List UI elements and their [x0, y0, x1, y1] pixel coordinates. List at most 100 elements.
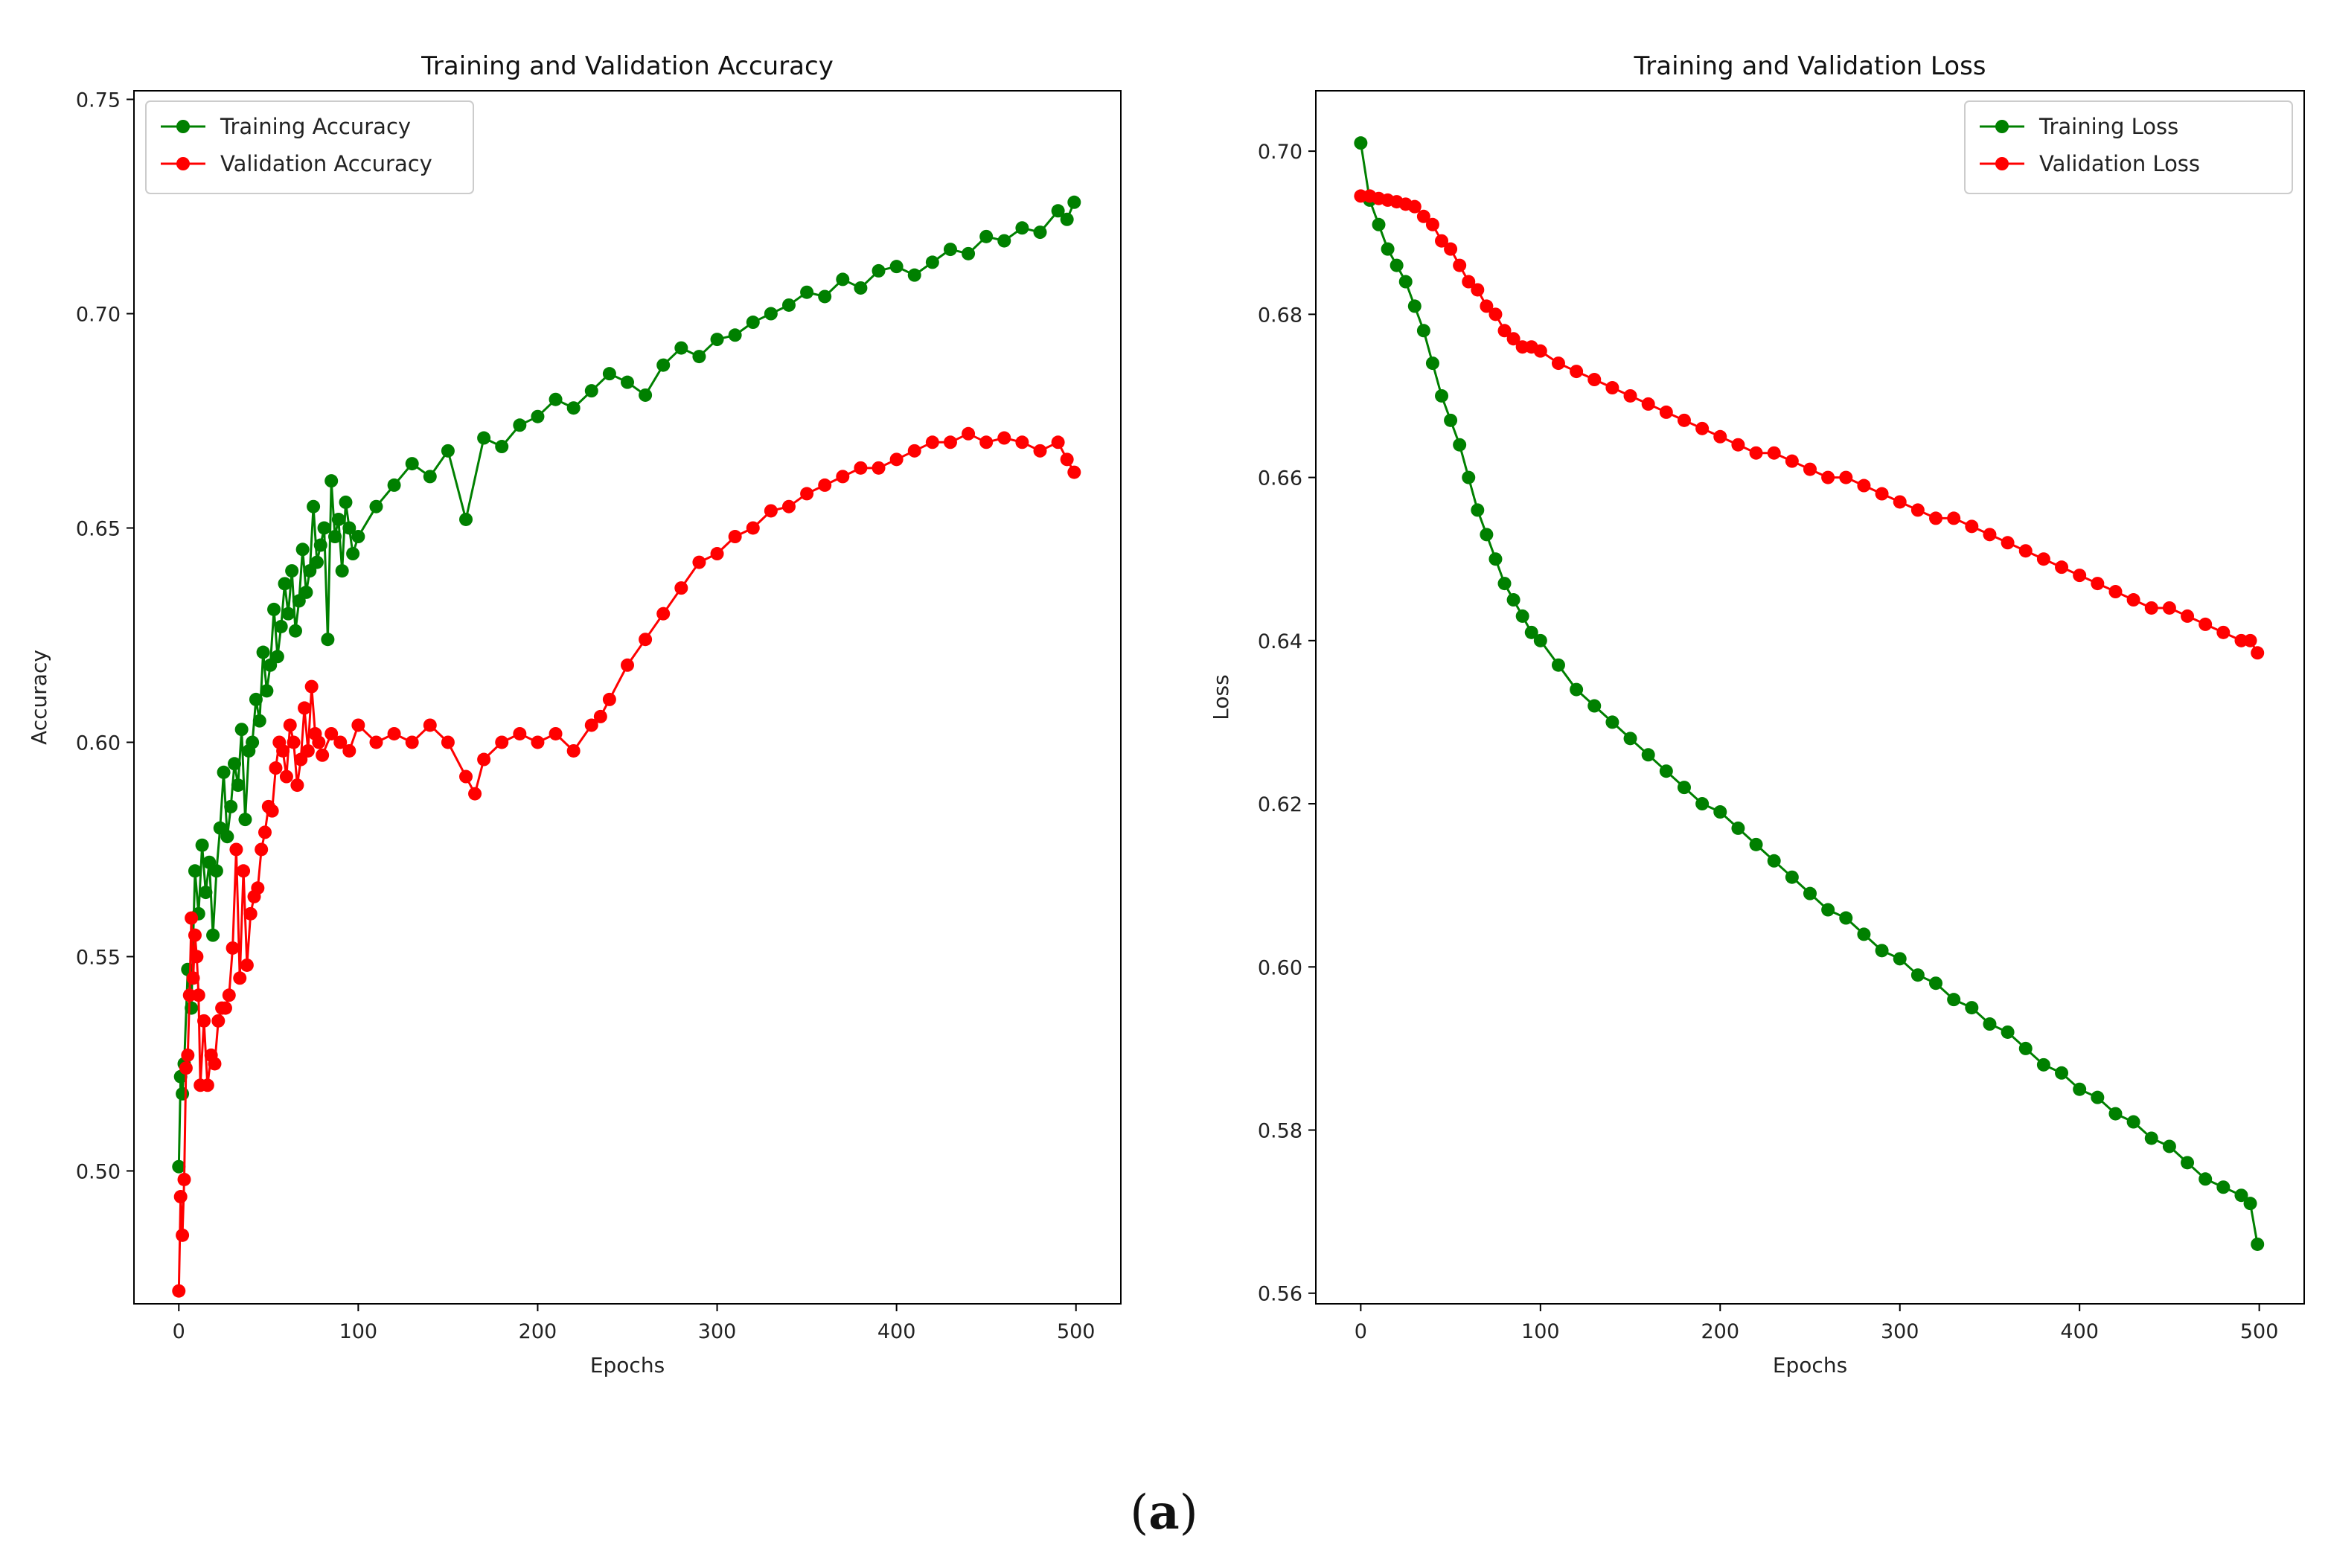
validation-accuracy-point — [333, 735, 348, 749]
validation-loss-point — [1929, 511, 1943, 525]
validation-loss-point — [2001, 536, 2015, 550]
training-loss-point — [1462, 470, 1476, 484]
training-accuracy-point — [188, 864, 202, 878]
training-loss-point — [1471, 503, 1485, 517]
x-tick-label: 200 — [1701, 1320, 1739, 1343]
validation-accuracy-point — [764, 504, 778, 518]
training-accuracy-point — [335, 564, 349, 578]
training-loss-point — [1641, 748, 1655, 762]
validation-accuracy-point — [513, 726, 527, 740]
training-accuracy-point — [324, 474, 339, 488]
validation-accuracy-point — [191, 988, 205, 1002]
training-accuracy-point — [1015, 221, 1029, 235]
training-accuracy-point — [299, 585, 313, 599]
training-loss-point — [2001, 1025, 2015, 1039]
training-accuracy-point — [800, 285, 814, 299]
validation-accuracy-point — [269, 761, 283, 775]
validation-accuracy-point — [854, 461, 868, 475]
training-accuracy-point — [199, 886, 213, 900]
validation-loss-point — [1570, 365, 1584, 379]
training-accuracy-point — [274, 619, 288, 633]
validation-accuracy-point — [495, 735, 509, 749]
training-accuracy-point — [346, 547, 360, 561]
training-accuracy-point — [228, 757, 242, 771]
validation-loss-point — [2036, 552, 2050, 566]
training-accuracy-point — [997, 234, 1011, 248]
validation-accuracy-point — [1067, 465, 1081, 479]
validation-loss-point — [1839, 470, 1853, 484]
validation-accuracy-point — [258, 825, 272, 839]
training-loss-point — [1821, 903, 1835, 917]
x-tick-label: 500 — [2240, 1320, 2279, 1343]
training-accuracy-point — [331, 512, 345, 526]
x-tick-label: 400 — [2060, 1320, 2099, 1343]
training-accuracy-point — [267, 602, 281, 616]
validation-loss-point — [1893, 495, 1907, 509]
validation-accuracy-point — [549, 726, 563, 740]
validation-accuracy-legend-label: Validation Accuracy — [220, 151, 432, 176]
validation-loss-point — [2162, 601, 2176, 615]
validation-accuracy-point — [997, 431, 1011, 445]
y-tick-label: 0.58 — [1258, 1120, 1302, 1143]
validation-accuracy-point — [283, 718, 297, 732]
validation-accuracy-point — [176, 1228, 190, 1242]
validation-loss-legend-marker — [1995, 157, 2009, 170]
validation-loss-point — [1641, 397, 1655, 411]
validation-accuracy-point — [781, 499, 796, 513]
training-loss-point — [1767, 854, 1781, 868]
training-loss-point — [1947, 993, 1961, 1007]
training-accuracy-point — [907, 268, 921, 282]
validation-loss-point — [1695, 421, 1710, 435]
training-loss-point — [1533, 633, 1547, 647]
training-loss-point — [1749, 837, 1763, 851]
validation-accuracy-point — [316, 748, 330, 762]
training-loss-point — [1506, 593, 1520, 607]
validation-accuracy-point — [566, 743, 581, 758]
training-loss-point — [1677, 781, 1691, 795]
validation-accuracy-point — [301, 743, 315, 758]
validation-accuracy-point — [229, 842, 243, 857]
training-loss-point — [2036, 1057, 2050, 1072]
validation-accuracy-point — [423, 718, 437, 732]
training-accuracy-point — [477, 431, 491, 445]
validation-accuracy-point — [173, 1190, 188, 1204]
validation-accuracy-point — [800, 487, 814, 501]
training-loss-point — [1435, 388, 1449, 403]
y-tick-label: 0.75 — [76, 89, 121, 112]
training-loss-point — [2144, 1131, 2158, 1145]
training-loss-point — [1659, 764, 1673, 778]
training-accuracy-point — [962, 246, 976, 260]
validation-accuracy-point — [746, 521, 760, 535]
validation-loss-point — [1471, 283, 1485, 297]
validation-accuracy-point — [181, 1048, 195, 1062]
x-tick-label: 400 — [877, 1320, 916, 1343]
training-accuracy-point — [313, 538, 327, 552]
training-accuracy-point — [549, 392, 563, 406]
validation-loss-point — [1875, 487, 1889, 501]
training-accuracy-point — [369, 499, 383, 513]
training-accuracy-point — [310, 555, 324, 569]
x-axis-label: Epochs — [1773, 1353, 1847, 1377]
training-accuracy-point — [1067, 195, 1081, 209]
training-accuracy-point — [854, 281, 868, 295]
training-loss-point — [1416, 324, 1430, 338]
validation-accuracy-point — [312, 735, 326, 749]
validation-accuracy-point — [441, 735, 455, 749]
training-loss-point — [1695, 797, 1710, 811]
validation-accuracy-point — [692, 555, 706, 569]
validation-accuracy-point — [265, 804, 279, 818]
validation-accuracy-point — [342, 743, 356, 758]
validation-accuracy-point — [369, 735, 383, 749]
training-accuracy-point — [979, 229, 994, 243]
validation-accuracy-point — [459, 769, 473, 784]
validation-accuracy-point — [237, 864, 251, 878]
training-loss-point — [2073, 1082, 2087, 1096]
validation-loss-point — [1453, 258, 1467, 272]
validation-accuracy-point — [872, 461, 886, 475]
validation-accuracy-point — [621, 658, 634, 672]
training-accuracy-point — [252, 714, 266, 728]
validation-accuracy-point — [889, 452, 904, 467]
legend-box — [145, 100, 474, 194]
validation-loss-point — [1480, 299, 1494, 313]
validation-accuracy-point — [656, 607, 671, 621]
